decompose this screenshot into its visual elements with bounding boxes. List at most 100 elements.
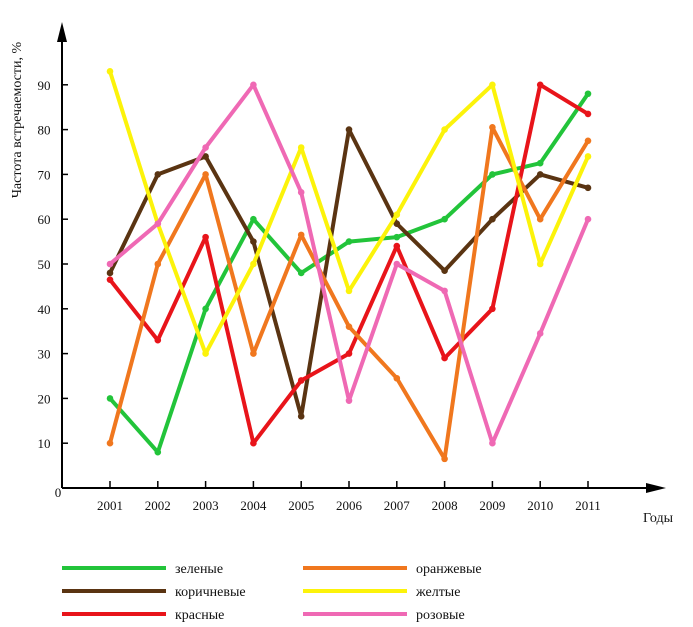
data-point: [489, 171, 496, 178]
data-point: [441, 126, 448, 133]
data-point: [106, 269, 114, 277]
legend-item: розовые: [303, 608, 465, 623]
data-point: [106, 276, 114, 283]
x-tick-label: 2003: [193, 498, 219, 513]
series-group: [106, 68, 592, 463]
data-point: [584, 184, 592, 192]
data-point: [489, 305, 496, 313]
data-point: [441, 267, 448, 275]
data-point: [297, 269, 305, 277]
data-point: [393, 233, 401, 241]
data-point: [297, 231, 305, 239]
data-point: [345, 287, 353, 295]
legend-label: желтые: [415, 585, 460, 600]
axes: 0 Частота встречаемости, % Годы: [10, 22, 674, 526]
x-tick-label: 2002: [145, 498, 171, 513]
data-point: [393, 260, 401, 268]
x-tick-label: 2004: [240, 498, 267, 513]
data-point: [393, 242, 401, 250]
data-point: [441, 287, 448, 295]
data-point: [536, 159, 544, 167]
data-point: [250, 81, 257, 89]
data-point: [584, 90, 592, 98]
data-point: [202, 305, 209, 313]
data-point: [297, 144, 305, 151]
x-ticks: 2001 2002 2003 2004 2005 2006 2007 2008 2009 2010…: [97, 481, 601, 513]
y-tick-label: 50: [38, 257, 51, 272]
series-5: [106, 81, 592, 447]
data-point: [536, 260, 544, 268]
data-point: [202, 233, 209, 241]
data-point: [297, 189, 305, 196]
data-point: [250, 238, 257, 245]
legend: зеленые коричневые красные оранжевые желтые р…: [62, 562, 482, 623]
series-0: [106, 90, 592, 456]
data-point: [441, 215, 448, 223]
y-tick-label: 80: [38, 123, 51, 138]
data-point: [154, 448, 162, 456]
y-tick-label: 70: [38, 167, 51, 182]
y-tick-label: 10: [38, 436, 51, 451]
legend-label: оранжевые: [416, 562, 482, 577]
data-point: [154, 336, 162, 344]
data-point: [536, 330, 544, 337]
data-point: [536, 171, 544, 178]
data-point: [489, 215, 496, 223]
data-point: [202, 350, 209, 357]
data-point: [345, 126, 353, 133]
data-point: [584, 137, 592, 145]
data-point: [489, 439, 496, 447]
data-point: [106, 68, 114, 75]
data-point: [106, 260, 114, 268]
data-point: [345, 323, 353, 331]
data-point: [250, 260, 257, 268]
data-point: [345, 238, 353, 245]
y-tick-label: 60: [38, 212, 51, 227]
x-tick-label: 2010: [527, 498, 553, 513]
data-point: [489, 124, 496, 131]
data-point: [250, 439, 257, 447]
legend-item: зеленые: [62, 562, 223, 577]
x-tick-label: 2001: [97, 498, 123, 513]
data-point: [202, 144, 209, 151]
y-tick-label: 90: [38, 78, 51, 93]
data-point: [106, 395, 114, 402]
legend-item: коричневые: [62, 585, 246, 600]
data-point: [345, 350, 353, 357]
series-1: [106, 126, 592, 420]
origin-label: 0: [55, 485, 62, 500]
data-point: [393, 374, 401, 382]
y-axis-arrow: [57, 22, 67, 42]
data-point: [489, 81, 496, 89]
legend-item: желтые: [303, 585, 460, 600]
data-point: [441, 354, 448, 362]
data-point: [393, 211, 401, 219]
legend-label: коричневые: [175, 585, 246, 600]
data-point: [297, 413, 305, 420]
data-point: [584, 153, 592, 160]
legend-item: оранжевые: [303, 562, 482, 577]
data-point: [584, 215, 592, 223]
series-3: [106, 124, 592, 463]
data-point: [202, 171, 209, 178]
data-point: [154, 260, 162, 268]
data-point: [250, 215, 257, 223]
data-point: [536, 81, 544, 89]
data-point: [345, 397, 353, 404]
legend-label: розовые: [416, 608, 465, 623]
x-tick-label: 2009: [479, 498, 505, 513]
series-4: [106, 68, 592, 357]
data-point: [106, 439, 114, 447]
legend-label: красные: [175, 608, 224, 623]
data-point: [154, 171, 162, 178]
data-point: [393, 220, 401, 227]
x-tick-label: 2011: [575, 498, 601, 513]
series-2: [106, 81, 592, 447]
data-point: [584, 110, 592, 118]
x-tick-label: 2006: [336, 498, 363, 513]
legend-item: красные: [62, 608, 224, 623]
data-point: [250, 350, 257, 357]
x-tick-label: 2008: [432, 498, 458, 513]
y-ticks: 10 20 30 40 50 60 70 80 90: [38, 78, 68, 451]
